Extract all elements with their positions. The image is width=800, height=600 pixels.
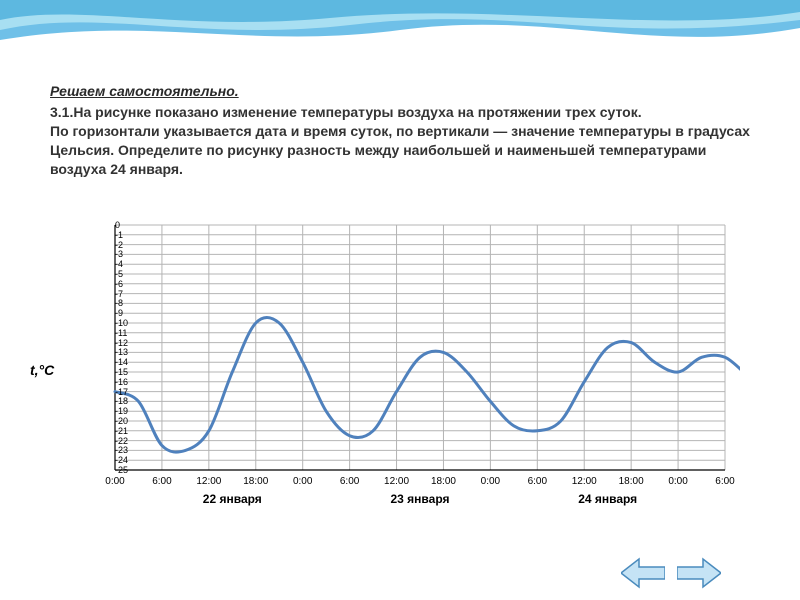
arrow-right-icon <box>677 557 721 589</box>
x-date-label: 22 января <box>203 492 262 506</box>
next-button[interactable] <box>677 557 721 594</box>
chart-svg <box>70 220 740 480</box>
x-tick-label: 6:00 <box>340 476 359 487</box>
prev-button[interactable] <box>621 557 665 594</box>
x-tick-label: 12:00 <box>572 476 597 487</box>
x-tick-label: 0:00 <box>668 476 687 487</box>
arrow-left-icon <box>621 557 665 589</box>
x-tick-label: 6:00 <box>152 476 171 487</box>
wave-svg <box>0 0 800 70</box>
y-axis-label: t,°C <box>30 362 54 378</box>
x-tick-label: 12:00 <box>384 476 409 487</box>
task-text: Решаем самостоятельно. 3.1.На рисунке по… <box>50 82 750 178</box>
slide: Решаем самостоятельно. 3.1.На рисунке по… <box>0 0 800 600</box>
task-body-2: По горизонтали указывается дата и время … <box>50 123 750 177</box>
x-tick-label: 12:00 <box>196 476 221 487</box>
x-tick-label: 18:00 <box>619 476 644 487</box>
chart-area: 0-1-2-3-4-5-6-7-8-9-10-11-12-13-14-15-16… <box>70 220 740 520</box>
nav-arrows <box>617 557 725 594</box>
x-tick-label: 0:00 <box>293 476 312 487</box>
task-title: Решаем самостоятельно. <box>50 82 750 101</box>
temperature-chart: t,°C 0-1-2-3-4-5-6-7-8-9-10-11-12-13-14-… <box>70 220 740 520</box>
task-body-1: 3.1.На рисунке показано изменение темпер… <box>50 104 642 120</box>
x-tick-label: 0:00 <box>105 476 124 487</box>
x-tick-label: 6:00 <box>528 476 547 487</box>
x-date-label: 23 января <box>391 492 450 506</box>
x-tick-label: 0:00 <box>481 476 500 487</box>
decorative-wave <box>0 0 800 70</box>
x-tick-label: 6:00 <box>715 476 734 487</box>
x-tick-label: 18:00 <box>243 476 268 487</box>
x-tick-label: 18:00 <box>431 476 456 487</box>
x-date-label: 24 января <box>578 492 637 506</box>
